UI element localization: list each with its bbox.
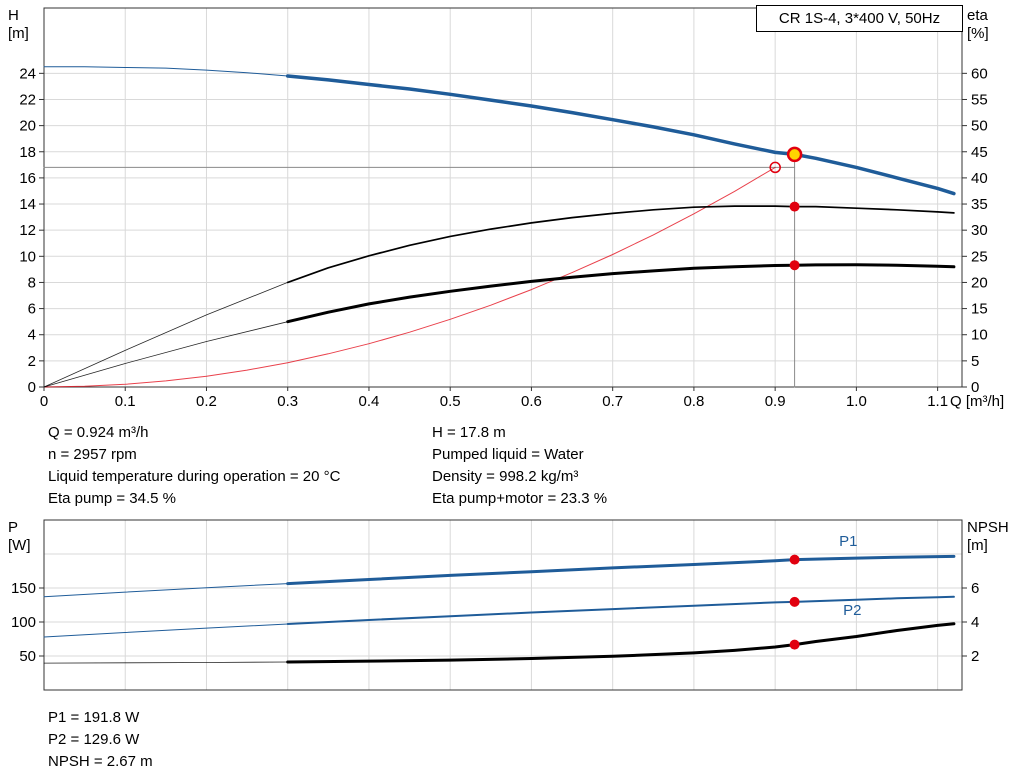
info-npsh: NPSH = 2.67 m xyxy=(48,753,153,770)
y-right-tick-label: 30 xyxy=(971,222,988,239)
y-left-tick-label: 100 xyxy=(11,614,36,631)
info-pumped-liquid: Pumped liquid = Water xyxy=(432,446,584,463)
y-right-axis-label: [m] xyxy=(967,537,988,554)
y-left-tick-label: 8 xyxy=(28,274,36,291)
x-tick-label: 0.7 xyxy=(602,393,623,410)
system-setpoint-marker xyxy=(769,161,781,174)
x-tick-label: 0.1 xyxy=(115,393,136,410)
x-tick-label: 0.6 xyxy=(521,393,542,410)
pump-model-label: CR 1S-4, 3*400 V, 50Hz xyxy=(778,10,941,27)
npsh-curve-extension xyxy=(43,661,289,664)
y-left-axis-label: [m] xyxy=(8,25,29,42)
y-left-tick-label: 6 xyxy=(28,301,36,318)
y-right-tick-label: 15 xyxy=(971,301,988,318)
y-left-tick-label: 20 xyxy=(19,118,36,135)
p2-point-marker xyxy=(789,596,800,607)
y-right-tick-label: 5 xyxy=(971,353,979,370)
y-left-tick-label: 12 xyxy=(19,222,36,239)
info-eta-pump: Eta pump = 34.5 % xyxy=(48,490,176,507)
eta-pump-point-marker xyxy=(789,201,800,212)
eta-pump-motor-curve xyxy=(286,263,956,324)
y-right-tick-label: 20 xyxy=(971,274,988,291)
y-left-tick-label: 0 xyxy=(28,379,36,396)
y-right-tick-label: 45 xyxy=(971,144,988,161)
p2-curve-extension xyxy=(43,623,289,638)
head-curve xyxy=(285,74,956,196)
y-right-tick-label: 55 xyxy=(971,91,988,108)
y-left-tick-label: 14 xyxy=(19,196,36,213)
plot-border xyxy=(43,7,963,388)
x-axis-label: Q [m³/h] xyxy=(950,393,1004,410)
duty-point-marker xyxy=(786,146,803,163)
npsh-point-marker xyxy=(789,639,800,650)
plot-border xyxy=(43,519,963,691)
info-eta-pump-motor: Eta pump+motor = 23.3 % xyxy=(432,490,608,507)
y-right-tick-label: 10 xyxy=(971,327,988,344)
y-left-tick-label: 4 xyxy=(28,327,36,344)
y-left-tick-label: 22 xyxy=(19,91,36,108)
y-right-tick-label: 50 xyxy=(971,118,988,135)
x-tick-label: 1.1 xyxy=(927,393,948,410)
p1-curve-extension xyxy=(43,583,289,598)
info-p1: P1 = 191.8 W xyxy=(48,709,140,726)
y-right-axis-label: [%] xyxy=(967,25,989,42)
p1-curve xyxy=(286,554,956,586)
y-right-tick-label: 0 xyxy=(971,379,979,396)
y-left-axis-label: [W] xyxy=(8,537,31,554)
y-left-axis-label: H xyxy=(8,7,19,24)
eta-pump-motor-point-marker xyxy=(789,260,800,271)
pump-model-box: CR 1S-4, 3*400 V, 50Hz xyxy=(756,5,963,32)
y-left-tick-label: 24 xyxy=(19,65,36,82)
y-left-tick-label: 10 xyxy=(19,248,36,265)
y-right-tick-label: 35 xyxy=(971,196,988,213)
x-tick-label: 0.3 xyxy=(277,393,298,410)
y-right-tick-label: 6 xyxy=(971,580,979,597)
npsh-curve xyxy=(286,622,956,664)
x-tick-label: 0.4 xyxy=(359,393,380,410)
info-density: Density = 998.2 kg/m³ xyxy=(432,468,579,485)
info-p2: P2 = 129.6 W xyxy=(48,731,140,748)
x-tick-label: 0.5 xyxy=(440,393,461,410)
y-right-tick-label: 2 xyxy=(971,648,979,665)
x-tick-label: 0.2 xyxy=(196,393,217,410)
info-flow: Q = 0.924 m³/h xyxy=(48,424,149,441)
info-head: H = 17.8 m xyxy=(432,424,506,441)
y-left-tick-label: 2 xyxy=(28,353,36,370)
x-tick-label: 0.9 xyxy=(765,393,786,410)
y-left-tick-label: 16 xyxy=(19,170,36,187)
y-left-tick-label: 18 xyxy=(19,144,36,161)
x-tick-label: 0 xyxy=(40,393,48,410)
system-curve xyxy=(43,166,776,388)
p1-point-marker xyxy=(789,554,800,565)
p1-series-label: P1 xyxy=(839,533,857,550)
y-right-axis-label: NPSH xyxy=(967,519,1009,536)
p2-curve xyxy=(286,595,955,625)
y-right-tick-label: 40 xyxy=(971,170,988,187)
x-tick-label: 0.8 xyxy=(683,393,704,410)
power-npsh-chart: 50 100 150 2 4 6 P[W] NPSH[m] P1 P2 xyxy=(8,519,1009,691)
eta-pump-extension xyxy=(43,281,289,388)
eta-pump-curve xyxy=(286,205,955,284)
info-speed: n = 2957 rpm xyxy=(48,446,137,463)
y-left-axis-label: P xyxy=(8,519,18,536)
x-tick-label: 1.0 xyxy=(846,393,867,410)
y-right-tick-label: 60 xyxy=(971,65,988,82)
y-left-tick-label: 150 xyxy=(11,580,36,597)
head-curve-extension xyxy=(43,66,289,77)
y-right-tick-label: 4 xyxy=(971,614,979,631)
info-liquid-temp: Liquid temperature during operation = 20… xyxy=(48,468,341,485)
y-right-axis-label: eta xyxy=(967,7,989,24)
y-right-tick-label: 25 xyxy=(971,248,988,265)
qh-eta-chart: 0 0.1 0.2 0.3 0.4 0.5 0.6 0.7 0.8 0.9 1.0 1.1024681… xyxy=(8,7,1004,410)
y-left-tick-label: 50 xyxy=(19,648,36,665)
p2-series-label: P2 xyxy=(843,602,861,619)
eta-pump-motor-extension xyxy=(43,321,289,388)
